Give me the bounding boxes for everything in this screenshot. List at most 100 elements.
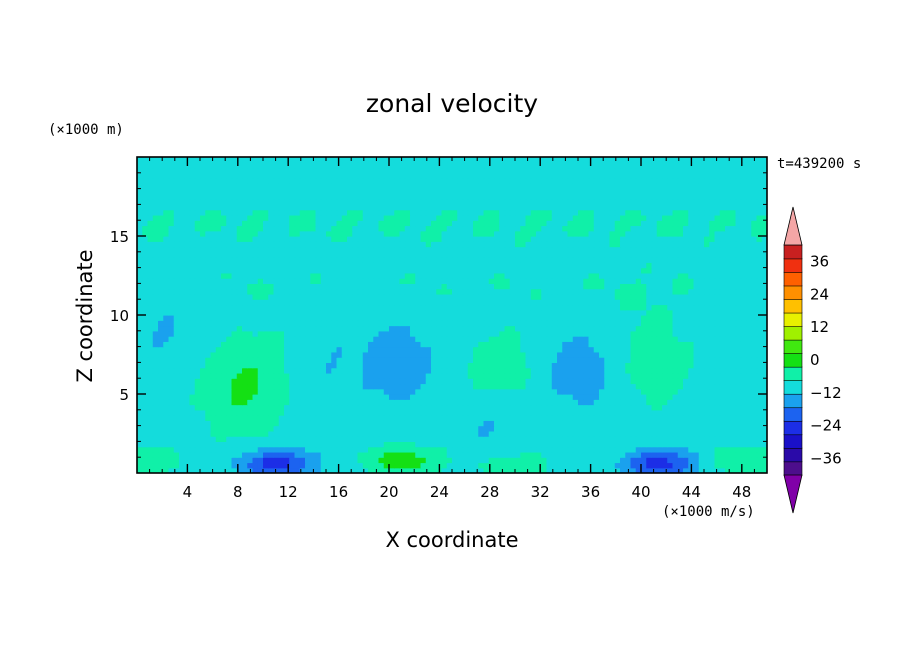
field-cell <box>509 415 516 421</box>
field-cell <box>677 430 684 437</box>
field-cell <box>625 278 632 284</box>
field-cell <box>478 446 485 453</box>
field-cell <box>672 446 679 453</box>
field-cell <box>751 304 758 311</box>
field-cell <box>263 325 269 332</box>
field-cell <box>226 309 233 316</box>
field-cell <box>746 283 752 290</box>
field-cell <box>215 409 222 416</box>
field-cell <box>315 283 322 290</box>
field-cell <box>630 436 637 442</box>
field-cell <box>541 467 548 473</box>
field-cell <box>446 367 453 374</box>
field-cell <box>257 346 264 353</box>
field-cell <box>488 257 495 263</box>
field-cell <box>462 357 469 363</box>
field-cell <box>504 430 511 437</box>
field-cell <box>509 346 516 353</box>
field-cell <box>525 372 532 379</box>
field-cell <box>446 257 453 263</box>
field-cell <box>667 446 674 453</box>
field-cell <box>341 346 348 353</box>
field-cell <box>499 409 506 416</box>
field-cell <box>583 441 590 448</box>
field-cell <box>499 367 506 374</box>
field-cell <box>541 394 548 400</box>
field-cell <box>646 451 653 458</box>
field-cell <box>310 315 317 321</box>
field-cell <box>247 415 254 421</box>
field-cell <box>268 288 275 295</box>
field-cell <box>137 357 143 363</box>
field-cell <box>331 267 338 274</box>
field-cell <box>488 346 495 353</box>
field-cell <box>452 420 458 427</box>
field-cell <box>751 288 758 295</box>
field-cell <box>567 299 574 306</box>
field-cell <box>236 309 243 316</box>
field-cell <box>583 309 590 316</box>
field-cell <box>352 388 359 395</box>
field-cell <box>709 330 716 337</box>
field-cell <box>688 446 695 453</box>
field-cell <box>341 272 348 279</box>
field-cell <box>683 372 689 379</box>
field-cell <box>452 404 458 411</box>
field-cell <box>315 367 322 374</box>
field-cell <box>572 336 579 342</box>
field-cell <box>236 293 243 300</box>
field-cell <box>210 336 217 342</box>
field-cell <box>504 367 511 374</box>
field-cell <box>646 267 653 274</box>
field-cell <box>284 383 290 390</box>
field-cell <box>651 351 658 358</box>
field-cell <box>278 394 285 400</box>
field-cell <box>394 309 401 316</box>
field-cell <box>168 372 175 379</box>
field-cell <box>709 341 716 348</box>
field-cell <box>551 267 558 274</box>
field-cell <box>362 399 369 406</box>
field-cell <box>593 451 600 458</box>
field-cell <box>641 415 647 421</box>
field-cell <box>578 441 584 448</box>
field-cell <box>247 409 254 416</box>
field-cell <box>173 330 180 337</box>
field-cell <box>677 441 684 448</box>
field-cell <box>415 309 422 316</box>
field-cell <box>441 346 448 353</box>
field-cell <box>541 288 548 295</box>
field-cell <box>483 272 490 279</box>
field-cell <box>305 378 311 385</box>
field-cell <box>441 262 448 269</box>
field-cell <box>289 430 296 437</box>
field-cell <box>651 457 658 464</box>
field-cell <box>147 251 154 258</box>
field-cell <box>735 325 742 332</box>
field-cell <box>688 404 695 411</box>
field-cell <box>761 315 767 321</box>
field-cell <box>158 415 164 421</box>
field-cell <box>667 372 674 379</box>
field-cell <box>431 351 437 358</box>
field-cell <box>404 394 411 400</box>
field-cell <box>352 341 359 348</box>
field-cell <box>315 288 322 295</box>
field-cell <box>635 272 642 279</box>
field-cell <box>299 346 306 353</box>
field-cell <box>693 315 700 321</box>
field-cell <box>441 283 448 290</box>
field-cell <box>583 394 590 400</box>
field-cell <box>373 304 380 311</box>
field-cell <box>163 257 170 263</box>
field-cell <box>483 288 490 295</box>
field-cell <box>761 336 767 342</box>
field-cell <box>383 325 390 332</box>
field-cell <box>383 378 390 385</box>
field-cell <box>746 272 752 279</box>
field-cell <box>667 272 674 279</box>
field-cell <box>756 257 763 263</box>
field-cell <box>252 336 259 342</box>
field-cell <box>478 330 485 337</box>
field-cell <box>457 430 464 437</box>
